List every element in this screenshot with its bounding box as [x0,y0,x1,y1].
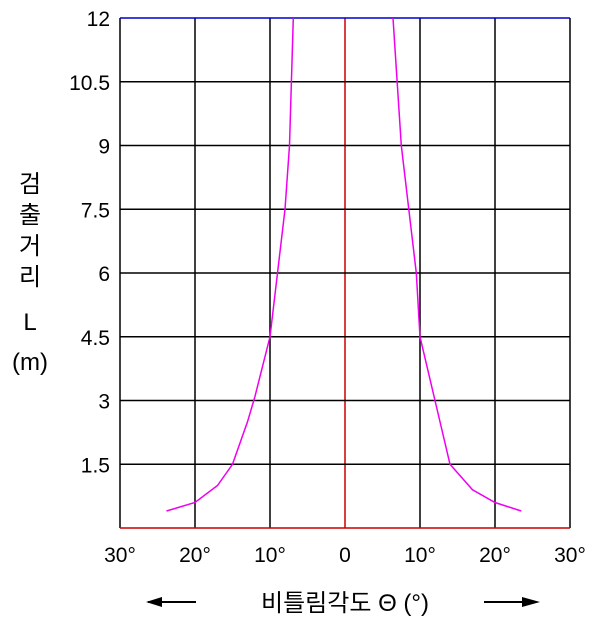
y-tick-labels: 12 10.5 9 7.5 6 4.5 3 1.5 [69,8,110,477]
right-arrow-icon [484,597,540,607]
y-tick-label: 10.5 [69,72,110,95]
y-axis-title-line: L [23,309,36,336]
x-tick-labels: 30° 20° 10° 0 10° 20° 30° [104,544,586,567]
y-tick-label: 1.5 [81,454,110,477]
y-tick-label: 3 [98,391,110,414]
x-axis-title-group: 비틀림각도 Θ (°) [146,590,540,617]
left-arrow-icon [146,597,196,607]
y-tick-label: 6 [98,263,110,286]
x-tick-label: 20° [179,544,211,567]
x-axis-title: 비틀림각도 Θ (°) [261,590,429,617]
x-tick-label: 20° [479,544,511,567]
y-axis-title-line: 거 [19,233,41,260]
y-tick-label: 12 [87,8,110,31]
y-tick-label: 4.5 [81,327,110,350]
x-tick-label: 10° [254,544,286,567]
y-axis-title-line: 검 [19,171,41,198]
y-axis-title-line: 출 [19,202,41,229]
curve-group [166,17,522,512]
y-axis-title-line: (m) [12,349,48,376]
curve-right [392,17,522,512]
curve-left [166,17,295,512]
x-tick-label: 30° [104,544,136,567]
grid-lines [119,17,571,529]
x-tick-label: 0 [339,544,351,567]
y-tick-label: 9 [98,136,110,159]
x-tick-label: 10° [404,544,436,567]
y-axis-title-line: 리 [19,264,41,291]
x-tick-label: 30° [554,544,586,567]
y-tick-label: 7.5 [81,199,110,222]
